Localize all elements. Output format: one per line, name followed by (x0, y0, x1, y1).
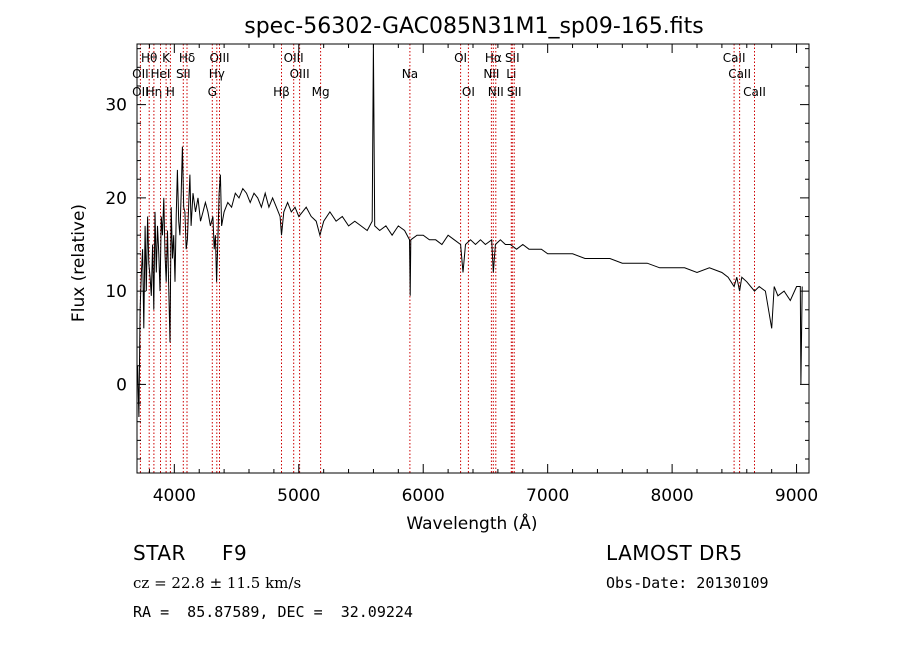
line-label: OIII (290, 67, 310, 81)
line-label: H (166, 85, 175, 99)
line-label: Li (506, 67, 516, 81)
line-label: SII (176, 67, 191, 81)
coordinates-info: RA = 85.87589, DEC = 32.09224 (133, 603, 413, 621)
line-label: CaII (728, 67, 751, 81)
x-tick-label: 6000 (402, 486, 445, 506)
line-label: OIII (284, 51, 304, 65)
line-label: Hθ (141, 51, 157, 65)
line-label: Hη (146, 85, 163, 99)
x-tick-label: 8000 (650, 486, 693, 506)
line-label: HeI (151, 67, 171, 81)
line-label: NII (483, 67, 499, 81)
line-label: OII (132, 85, 149, 99)
line-label: OI (462, 85, 475, 99)
y-axis-label: Flux (relative) (69, 204, 89, 322)
line-label: Hβ (273, 85, 290, 99)
chart-title: spec-56302-GAC085N31M1_sp09-165.fits (244, 14, 704, 39)
line-label: Hγ (209, 67, 225, 81)
object-subclass: F9 (222, 541, 248, 565)
line-label: NII (488, 85, 504, 99)
y-tick-label: 20 (105, 189, 127, 209)
survey-name: LAMOST DR5 (606, 541, 743, 565)
line-label: K (162, 51, 171, 65)
plot-frame (136, 43, 810, 474)
spectrum-line (137, 43, 803, 418)
line-label: OI (454, 51, 467, 65)
y-tick-label: 30 (105, 96, 127, 116)
observation-date: Obs-Date: 20130109 (606, 574, 769, 592)
line-label: SII (507, 85, 522, 99)
spectrum-series (137, 43, 803, 418)
x-tick-label: 9000 (775, 486, 818, 506)
y-tick-label: 10 (105, 282, 127, 302)
line-label: CaII (743, 85, 766, 99)
redshift-info: cz = 22.8 ± 11.5 km/s (133, 574, 302, 592)
line-label: SII (505, 51, 520, 65)
object-class: STAR (133, 541, 186, 565)
line-label: Mg (312, 85, 330, 99)
line-label: OIII (209, 51, 229, 65)
line-label: G (208, 85, 217, 99)
x-tick-label: 4000 (153, 486, 196, 506)
line-label: Na (402, 67, 418, 81)
x-axis-label: Wavelength (Å) (406, 512, 537, 534)
axis-ticks: 4000 5000 6000 7000 8000 9000 0 10 20 30 (105, 44, 818, 506)
x-tick-label: 5000 (277, 486, 320, 506)
line-label: Hδ (179, 51, 195, 65)
x-tick-label: 7000 (526, 486, 569, 506)
line-label: CaII (723, 51, 746, 65)
line-label: Hα (485, 51, 502, 65)
y-tick-label: 0 (116, 375, 127, 395)
line-label: OII (132, 67, 149, 81)
